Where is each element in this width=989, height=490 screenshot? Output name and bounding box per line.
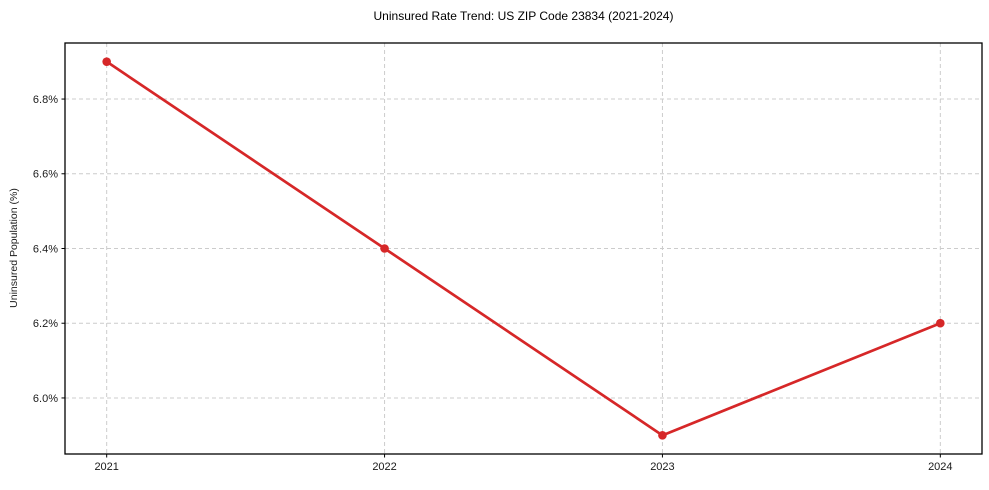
data-point-marker: [936, 318, 945, 328]
x-tick-label: 2024: [928, 461, 952, 473]
y-tick-label: 6.0%: [33, 393, 58, 405]
plot-border: [64, 42, 983, 455]
chart-title: Uninsured Rate Trend: US ZIP Code 23834 …: [373, 9, 674, 23]
y-tick-label: 6.6%: [33, 169, 58, 181]
data-point-marker: [658, 431, 667, 440]
trend-line: [105, 60, 942, 437]
data-point-marker: [102, 57, 111, 66]
y-tick-label: 6.2%: [33, 318, 58, 330]
y-tick-label: 6.4%: [33, 243, 58, 255]
x-tick-label: 2021: [94, 461, 118, 473]
x-tick-label: 2023: [650, 461, 674, 473]
data-point-marker: [380, 244, 389, 253]
y-tick-label: 6.8%: [33, 94, 58, 106]
x-tick-label: 2022: [372, 461, 396, 473]
